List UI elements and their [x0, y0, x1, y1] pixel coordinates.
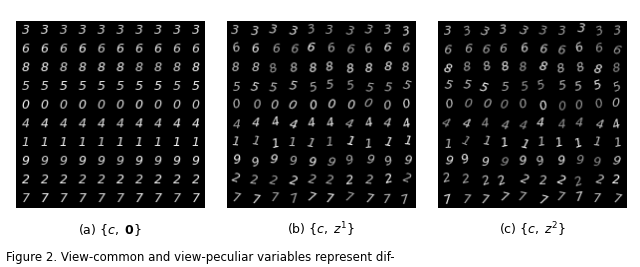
Text: (b) $\{$$\it{c}$$,\ $$\it{z}$$^{1}\}$: (b) $\{$$\it{c}$$,\ $$\it{z}$$^{1}\}$: [287, 220, 355, 239]
Text: Figure 2. View-common and view-peculiar variables represent dif-: Figure 2. View-common and view-peculiar …: [6, 251, 395, 264]
Text: (c) $\{$$\it{c}$$,\ $$\it{z}$$^{2}\}$: (c) $\{$$\it{c}$$,\ $$\it{z}$$^{2}\}$: [499, 220, 566, 239]
Text: (a) $\{$$\it{c}$$,\ \mathbf{0}\}$: (a) $\{$$\it{c}$$,\ \mathbf{0}\}$: [78, 222, 142, 238]
